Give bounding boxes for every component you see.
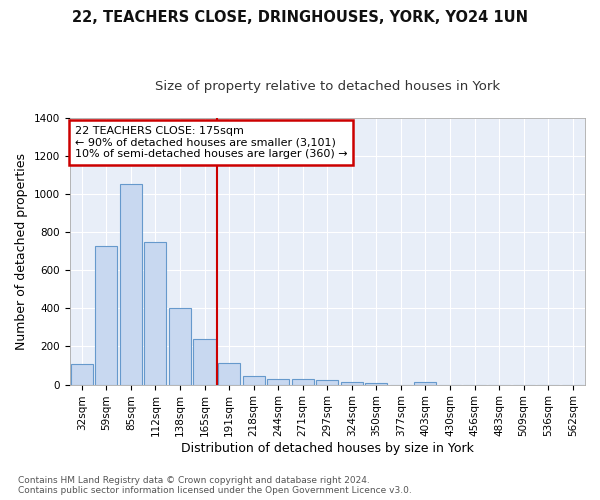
Text: 22 TEACHERS CLOSE: 175sqm
← 90% of detached houses are smaller (3,101)
10% of se: 22 TEACHERS CLOSE: 175sqm ← 90% of detac… xyxy=(74,126,347,159)
Bar xyxy=(95,246,118,384)
Bar xyxy=(193,339,215,384)
Bar xyxy=(292,379,314,384)
Text: Contains HM Land Registry data © Crown copyright and database right 2024.
Contai: Contains HM Land Registry data © Crown c… xyxy=(18,476,412,495)
Bar xyxy=(71,364,93,384)
Bar xyxy=(341,382,363,384)
Bar xyxy=(316,380,338,384)
X-axis label: Distribution of detached houses by size in York: Distribution of detached houses by size … xyxy=(181,442,474,455)
Bar xyxy=(242,376,265,384)
Bar xyxy=(120,184,142,384)
Text: 22, TEACHERS CLOSE, DRINGHOUSES, YORK, YO24 1UN: 22, TEACHERS CLOSE, DRINGHOUSES, YORK, Y… xyxy=(72,10,528,25)
Title: Size of property relative to detached houses in York: Size of property relative to detached ho… xyxy=(155,80,500,93)
Bar xyxy=(267,380,289,384)
Bar xyxy=(365,383,388,384)
Y-axis label: Number of detached properties: Number of detached properties xyxy=(15,152,28,350)
Bar xyxy=(415,382,436,384)
Bar xyxy=(145,242,166,384)
Bar xyxy=(218,362,240,384)
Bar xyxy=(169,308,191,384)
